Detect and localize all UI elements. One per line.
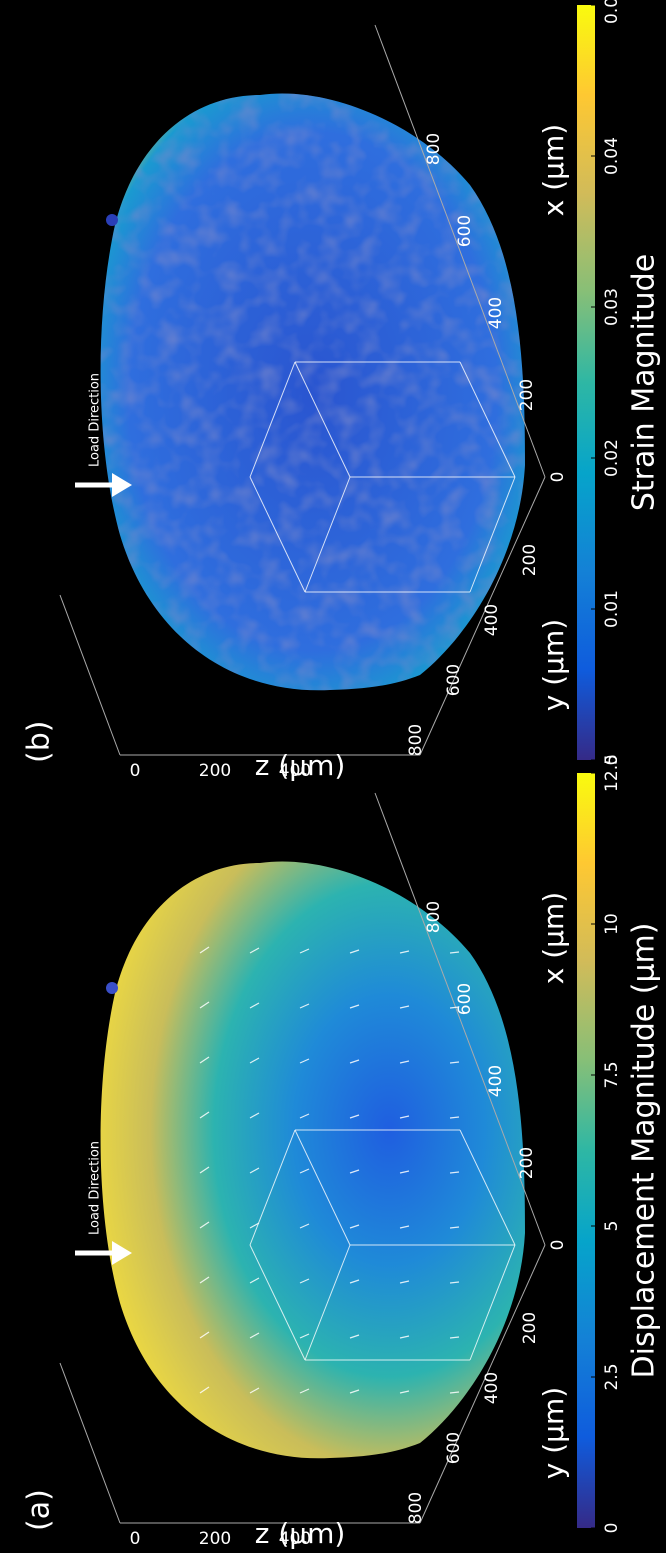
- colorbar-label: Strain Magnitude: [627, 254, 662, 511]
- colorbar-tick-label: 5: [602, 1221, 622, 1232]
- y-tick-label: 800: [406, 724, 426, 756]
- colorbar: [577, 5, 595, 760]
- y-tick-label: 600: [444, 664, 464, 696]
- colorbar-tick-label: 0.04: [602, 137, 622, 175]
- y-tick-label: 800: [406, 1492, 426, 1524]
- feature: [106, 982, 118, 994]
- colorbar-tick-label: 2.5: [602, 1363, 622, 1390]
- y-axis-label: y (µm): [537, 1387, 570, 1479]
- y-tick-label: 600: [444, 1432, 464, 1464]
- volume: [101, 861, 525, 1458]
- x-axis-label: x (µm): [537, 892, 570, 984]
- x-tick-label: 800: [424, 901, 444, 933]
- panel-label: (b): [22, 721, 57, 763]
- x-tick-label: 600: [455, 215, 475, 247]
- z-tick-label: 0: [130, 1529, 141, 1549]
- x-tick-label: 0: [548, 1240, 568, 1251]
- feature: [106, 214, 118, 226]
- y-tick-label: 200: [520, 1312, 540, 1344]
- colorbar-tick-label: 0.03: [602, 288, 622, 326]
- y-tick-label: 200: [520, 544, 540, 576]
- z-tick-label: 200: [199, 1529, 231, 1549]
- colorbar-tick-label: 0.05: [602, 0, 622, 24]
- annotation: Load Direction: [88, 1141, 103, 1235]
- x-tick-label: 200: [517, 379, 537, 411]
- x-tick-label: 600: [455, 983, 475, 1015]
- colorbar-tick-label: 0.01: [602, 590, 622, 628]
- z-axis-label: z (µm): [255, 1517, 346, 1550]
- colorbar-tick-label: 7.5: [602, 1061, 622, 1088]
- x-tick-label: 400: [486, 297, 506, 329]
- annotation: Load Direction: [88, 373, 103, 467]
- colorbar-tick-label: 0: [602, 1523, 622, 1534]
- y-tick-label: 400: [482, 1372, 502, 1404]
- figure: (a) Load Direction 0 200 400 600 800 200 400 600 8…: [0, 0, 666, 1553]
- z-tick-label: 0: [130, 761, 141, 781]
- y-axis-label: y (µm): [537, 619, 570, 711]
- x-tick-label: 0: [548, 472, 568, 483]
- y-tick-label: 400: [482, 604, 502, 636]
- x-tick-label: 400: [486, 1065, 506, 1097]
- z-axis-label: z (µm): [255, 749, 346, 782]
- colorbar-tick-label: 0.02: [602, 439, 622, 477]
- panel-label: (a): [22, 1489, 57, 1531]
- volume-texture: [101, 93, 525, 690]
- colorbar-tick-label: 10: [602, 913, 622, 935]
- colorbar-tick-label: 0: [602, 755, 622, 766]
- rotated-figure: (a) Load Direction 0 200 400 600 800 200 400 600 8…: [0, 0, 666, 1553]
- z-tick-label: 200: [199, 761, 231, 781]
- x-tick-label: 200: [517, 1147, 537, 1179]
- x-tick-label: 800: [424, 133, 444, 165]
- x-axis-label: x (µm): [537, 124, 570, 216]
- colorbar: [577, 773, 595, 1528]
- colorbar-label: Displacement Magnitude (µm): [627, 923, 662, 1379]
